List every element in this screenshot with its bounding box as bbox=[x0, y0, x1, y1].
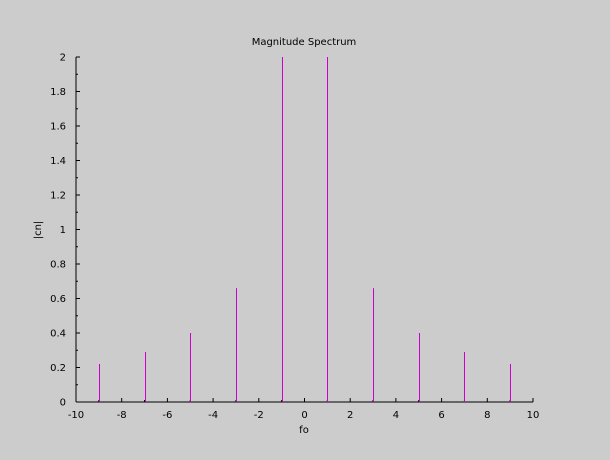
x-tick-label: -8 bbox=[117, 410, 127, 421]
x-tick-label: 10 bbox=[527, 410, 540, 421]
y-tick-label: 0.2 bbox=[50, 363, 66, 374]
y-tick-label: 0 bbox=[60, 398, 66, 409]
x-tick-label: 6 bbox=[438, 410, 444, 421]
y-tick-label: 1 bbox=[60, 225, 66, 236]
y-tick-label: 0.8 bbox=[50, 260, 66, 271]
axes: 0 0.2 0.4 0.6 0.8 1 1.2 1.4 1.6 1.8 2 -10 -8 -6 -4 -2 0 2… bbox=[50, 53, 539, 422]
x-tick-label: -10 bbox=[68, 410, 84, 421]
chart-title: Magnitude Spectrum bbox=[252, 37, 357, 48]
x-tick-label: -4 bbox=[208, 410, 218, 421]
stem-series bbox=[99, 57, 511, 402]
x-tick-label: 2 bbox=[347, 410, 353, 421]
y-tick-label: 1.2 bbox=[50, 191, 66, 202]
y-tick-label: 1.4 bbox=[50, 156, 66, 167]
x-tick-label: 0 bbox=[301, 410, 307, 421]
y-axis-label: |cn| bbox=[33, 221, 44, 240]
y-tick-label: 1.8 bbox=[50, 87, 66, 98]
x-tick-label: 8 bbox=[484, 410, 490, 421]
x-tick-label: -2 bbox=[254, 410, 264, 421]
x-axis-label: fo bbox=[299, 425, 309, 436]
y-tick-label: 0.4 bbox=[50, 329, 66, 340]
y-tick-label: 1.6 bbox=[50, 122, 66, 133]
x-tick-label: -6 bbox=[162, 410, 172, 421]
y-tick-label: 0.6 bbox=[50, 294, 66, 305]
x-tick-label: 4 bbox=[393, 410, 399, 421]
y-tick-label: 2 bbox=[60, 53, 66, 64]
